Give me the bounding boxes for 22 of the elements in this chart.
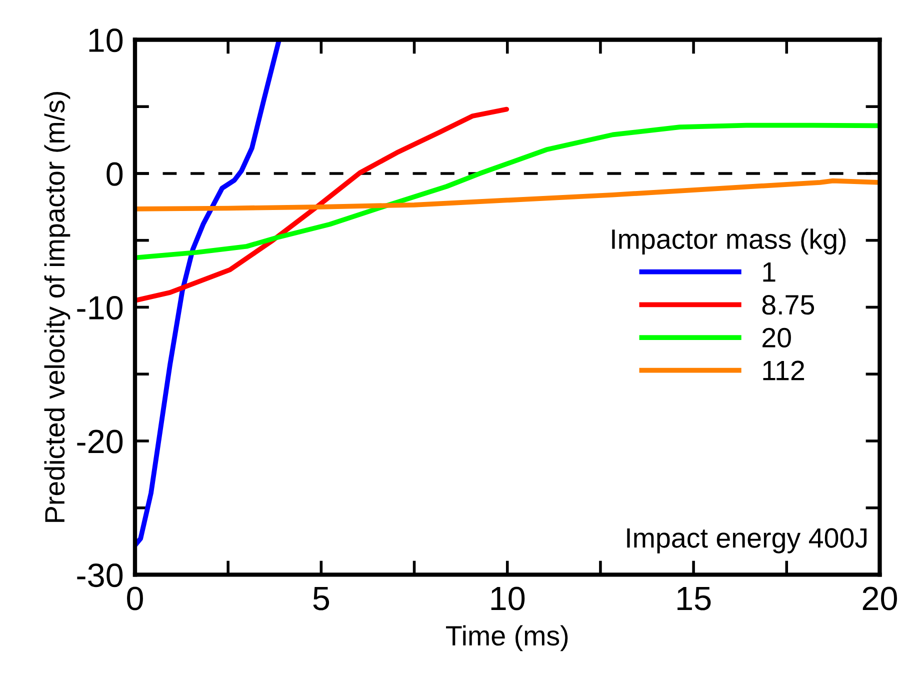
- x-tick-label: 5: [313, 587, 330, 610]
- legend-label: 8.75: [762, 295, 814, 315]
- line-series: [134, 178, 880, 212]
- y-tick-label: 10: [89, 28, 123, 52]
- annotation: Impact energy 400J: [627, 528, 867, 554]
- legend-label: 20: [762, 328, 791, 348]
- line-series: [134, 40, 282, 548]
- legend-label: 112: [763, 360, 804, 380]
- y-tick-label: -10: [77, 296, 123, 320]
- y-tick-label: -30: [77, 564, 123, 588]
- legend-title: Impactor mass (kg): [612, 228, 846, 254]
- x-tick-label: 10: [491, 586, 525, 610]
- x-axis-title: Time (ms): [446, 625, 568, 652]
- y-tick-label: -20: [77, 430, 123, 454]
- y-axis-title: Predicted velocity of impactor (m/s): [44, 92, 70, 522]
- x-tick-label: 0: [127, 586, 143, 610]
- y-tick-label: 0: [106, 162, 123, 186]
- line-series: [134, 106, 510, 303]
- legend-label: 1: [763, 262, 776, 282]
- x-tick-label: 15: [678, 587, 711, 610]
- line-series: [134, 122, 880, 260]
- x-tick-label: 20: [862, 586, 897, 610]
